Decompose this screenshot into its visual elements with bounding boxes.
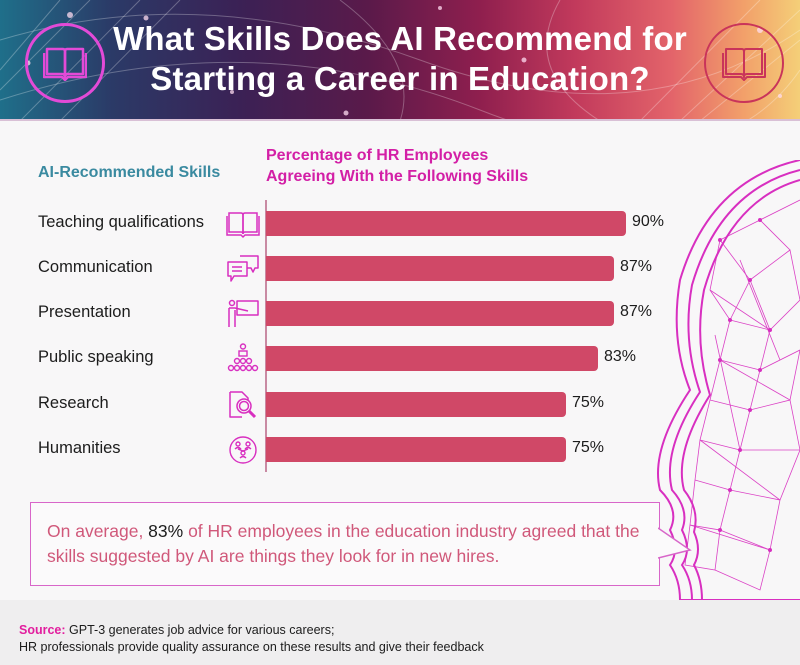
summary-callout-box: On average, 83% of HR employees in the e… [30,502,660,586]
callout-highlight-value: 83% [148,521,184,541]
header-banner: What Skills Does AI Recommend for Starti… [0,0,800,121]
value-label: 75% [572,439,605,456]
callout-pointer [658,527,692,559]
chart-row: Communication 87% [0,255,660,282]
source-text: Source: GPT-3 generates job advice for v… [19,622,484,656]
book-icon [226,212,260,239]
title-line-2: Starting a Career in Education? [150,60,650,97]
book-icon-right [704,23,784,103]
page-title: What Skills Does AI Recommend for Starti… [110,19,690,99]
callout-suffix: of HR employees in the education industr… [47,521,640,566]
presenter-board-icon [228,299,259,327]
skill-label: Communication [38,258,153,276]
value-label: 83% [604,348,637,365]
skill-label: Teaching qualifications [38,213,205,231]
percentage-column-heading: Percentage of HR Employees Agreeing With… [266,145,528,187]
skill-label: Public speaking [38,348,154,366]
chart-row: Teaching qualifications 90% [0,211,664,239]
percentage-heading-line-1: Percentage of HR Employees [266,147,489,164]
ai-head-wireframe-illustration [657,160,800,600]
summary-callout-text: On average, 83% of HR employees in the e… [47,519,657,569]
title-line-1: What Skills Does AI Recommend for [113,20,687,57]
chart-axis-line [265,200,267,472]
skill-label: Humanities [38,439,121,457]
skills-column-heading: AI-Recommended Skills [38,164,221,181]
chart-row: Humanities 75% [0,436,660,464]
source-footer: Source: GPT-3 generates job advice for v… [0,600,800,665]
value-label: 87% [620,303,653,320]
callout-prefix: On average, [47,521,149,541]
value-label: 90% [632,213,665,230]
document-magnifier-icon [229,391,257,419]
chart-row: Research 75% [0,391,660,419]
skill-label: Research [38,394,109,412]
value-label: 87% [620,258,653,275]
bar-humanities [266,437,566,462]
chart-row: Presentation 87% [0,299,660,327]
bar-research [266,392,566,417]
bar-teaching-qualifications [266,211,626,236]
skill-label: Presentation [38,303,131,321]
book-icon-left [25,23,105,103]
open-book-icon [722,48,766,81]
open-book-icon [43,47,87,81]
bar-presentation [266,301,614,326]
value-label: 75% [572,394,605,411]
people-network-icon [229,436,257,464]
chart-row: Public speaking 83% [0,343,660,372]
bar-communication [266,256,614,281]
bar-public-speaking [266,346,598,371]
percentage-heading-line-2: Agreeing With the Following Skills [266,168,529,185]
speaker-audience-icon [227,343,259,372]
source-line-1: GPT-3 generates job advice for various c… [65,623,335,637]
source-line-2: HR professionals provide quality assuran… [19,640,484,654]
chat-bubbles-icon [227,255,259,282]
source-label: Source: [19,623,66,637]
